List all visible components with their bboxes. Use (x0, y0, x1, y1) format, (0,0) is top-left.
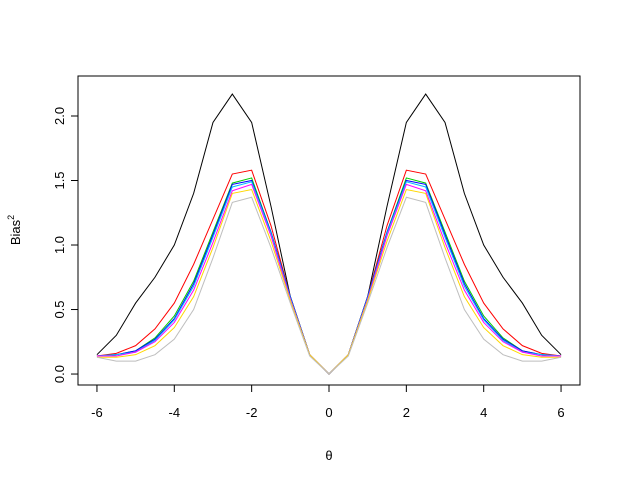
x-tick-label: 2 (403, 405, 410, 420)
y-tick-label: 1.5 (52, 171, 67, 189)
data-line (96, 169, 562, 375)
y-tick-label: 1.0 (52, 236, 67, 254)
x-tick-label: -2 (246, 405, 258, 420)
x-tick-label: -6 (91, 405, 103, 420)
x-tick-label: 0 (325, 405, 332, 420)
y-axis-title-text: Bias (8, 219, 23, 245)
x-tick-label: 6 (557, 405, 564, 420)
data-line (96, 196, 562, 375)
y-axis-title: Bias2 (6, 215, 23, 245)
y-tick-label: 0.0 (52, 365, 67, 383)
y-tick-label: 2.0 (52, 107, 67, 125)
y-tick-label: 0.5 (52, 300, 67, 318)
x-tick-label: 4 (480, 405, 487, 420)
data-line (96, 188, 562, 375)
y-axis-title-superscript: 2 (6, 215, 16, 220)
data-line (96, 177, 562, 375)
x-tick-label: -4 (169, 405, 181, 420)
x-axis-title: θ (325, 448, 332, 463)
data-line (96, 93, 562, 375)
